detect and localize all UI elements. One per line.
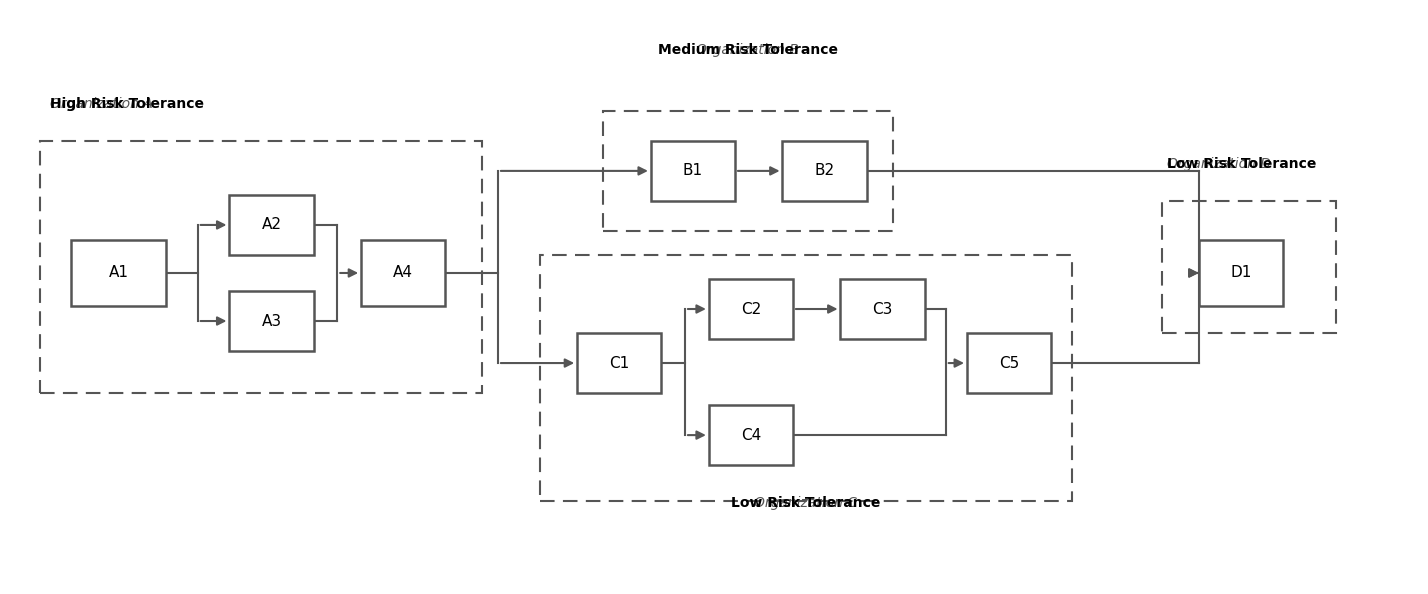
Text: Low Risk Tolerance: Low Risk Tolerance	[1167, 141, 1317, 171]
Text: C4: C4	[741, 428, 761, 443]
Text: Low Risk Tolerance: Low Risk Tolerance	[731, 479, 880, 510]
FancyBboxPatch shape	[1198, 240, 1282, 306]
FancyBboxPatch shape	[651, 141, 735, 201]
Bar	[40, 141, 483, 393]
Text: Medium Risk Tolerance: Medium Risk Tolerance	[658, 27, 838, 57]
Text: C1: C1	[610, 356, 630, 371]
FancyBboxPatch shape	[841, 279, 925, 339]
Bar	[1162, 201, 1335, 333]
Text: D1: D1	[1230, 266, 1251, 280]
FancyBboxPatch shape	[71, 240, 166, 306]
Text: C2: C2	[741, 302, 761, 317]
Text: C3: C3	[873, 302, 892, 317]
FancyBboxPatch shape	[708, 405, 793, 465]
FancyBboxPatch shape	[967, 333, 1051, 393]
FancyBboxPatch shape	[783, 141, 867, 201]
Text: B1: B1	[683, 163, 703, 178]
Text: High Risk Tolerance: High Risk Tolerance	[50, 81, 204, 111]
FancyBboxPatch shape	[361, 240, 446, 306]
Text: Organization A: Organization A	[50, 97, 153, 111]
Text: A3: A3	[261, 314, 281, 328]
Text: B2: B2	[814, 163, 835, 178]
Text: C5: C5	[1000, 356, 1020, 371]
Text: A2: A2	[261, 217, 281, 232]
Text: Organization C: Organization C	[754, 495, 857, 510]
Bar	[540, 255, 1072, 501]
Text: A1: A1	[109, 266, 129, 280]
Text: A4: A4	[393, 266, 413, 280]
FancyBboxPatch shape	[577, 333, 661, 393]
FancyBboxPatch shape	[708, 279, 793, 339]
Text: Organization B: Organization B	[697, 43, 800, 57]
Text: Organization D: Organization D	[1167, 157, 1271, 171]
Bar	[604, 111, 892, 231]
FancyBboxPatch shape	[230, 195, 314, 255]
FancyBboxPatch shape	[230, 291, 314, 351]
